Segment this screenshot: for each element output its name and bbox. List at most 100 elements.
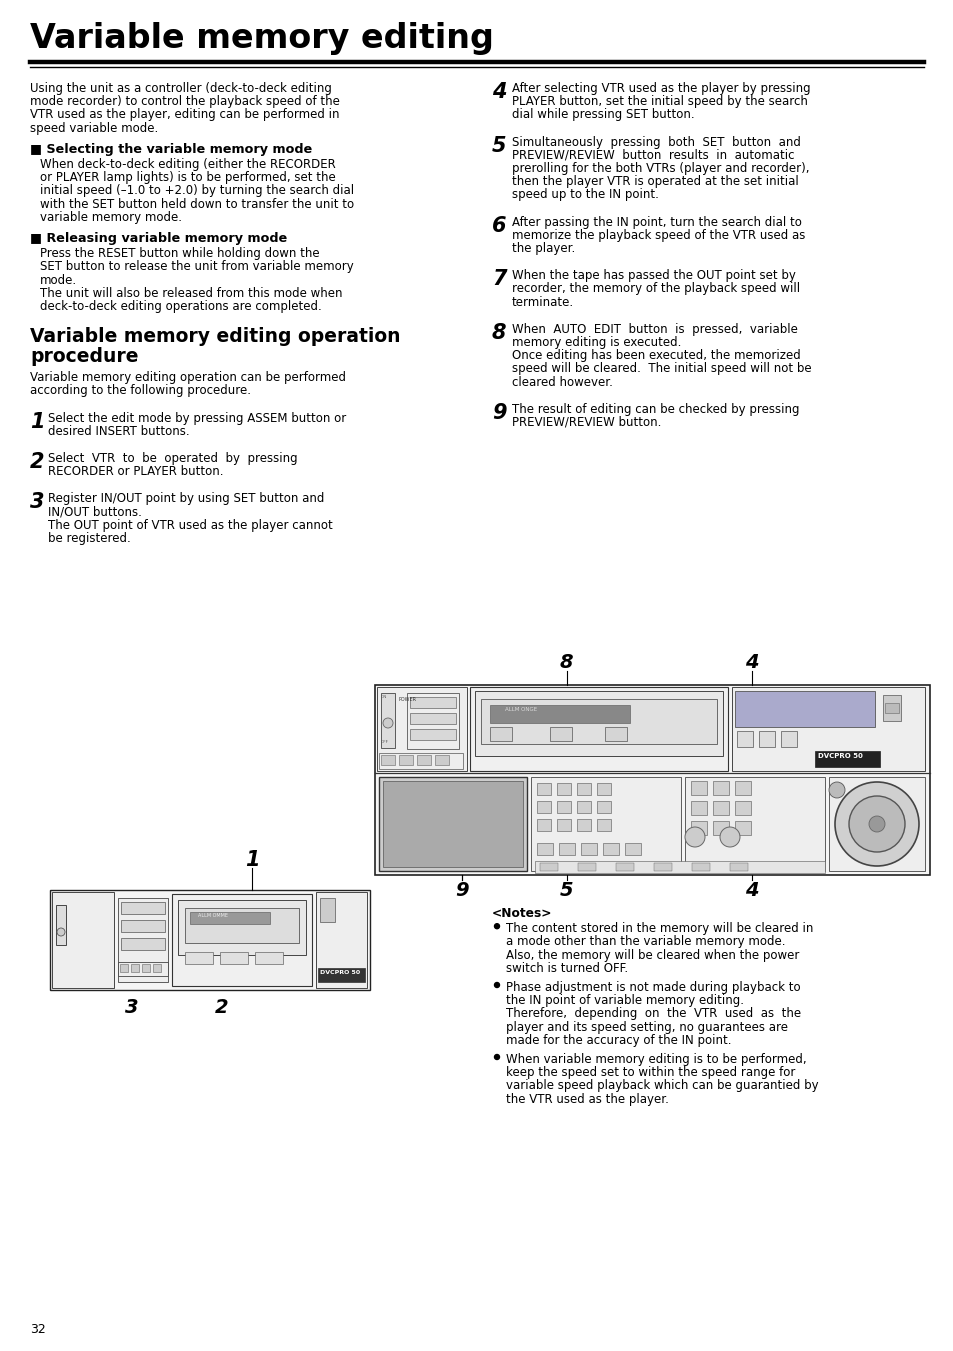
Text: or PLAYER lamp lights) is to be performed, set the: or PLAYER lamp lights) is to be performe… bbox=[40, 172, 335, 184]
Text: OFF: OFF bbox=[380, 740, 389, 744]
Text: the player.: the player. bbox=[512, 242, 575, 255]
Text: a mode other than the variable memory mode.: a mode other than the variable memory mo… bbox=[505, 935, 784, 948]
Circle shape bbox=[848, 796, 904, 852]
Text: 6: 6 bbox=[492, 216, 506, 235]
Text: VTR used as the player, editing can be performed in: VTR used as the player, editing can be p… bbox=[30, 108, 339, 122]
Text: ■ Selecting the variable memory mode: ■ Selecting the variable memory mode bbox=[30, 143, 312, 155]
Bar bbox=[558, 843, 575, 855]
Text: Variable memory editing operation can be performed: Variable memory editing operation can be… bbox=[30, 372, 346, 384]
Bar bbox=[152, 965, 161, 971]
Bar bbox=[410, 697, 456, 708]
Bar bbox=[50, 890, 370, 990]
Bar bbox=[578, 863, 596, 871]
Circle shape bbox=[494, 982, 499, 988]
Text: ALLM OMME: ALLM OMME bbox=[198, 913, 228, 917]
Text: cleared however.: cleared however. bbox=[512, 376, 612, 389]
Text: speed variable mode.: speed variable mode. bbox=[30, 122, 158, 135]
Text: terminate.: terminate. bbox=[512, 296, 574, 308]
Bar bbox=[597, 801, 610, 813]
Text: speed up to the IN point.: speed up to the IN point. bbox=[512, 188, 659, 201]
Bar bbox=[731, 688, 924, 771]
Text: Also, the memory will be cleared when the power: Also, the memory will be cleared when th… bbox=[505, 948, 799, 962]
Text: 8: 8 bbox=[559, 653, 573, 671]
Bar bbox=[172, 894, 312, 986]
Text: When the tape has passed the OUT point set by: When the tape has passed the OUT point s… bbox=[512, 269, 795, 282]
Text: 32: 32 bbox=[30, 1323, 46, 1336]
Text: IN/OUT buttons.: IN/OUT buttons. bbox=[48, 505, 142, 519]
Circle shape bbox=[834, 782, 918, 866]
Text: Once editing has been executed, the memorized: Once editing has been executed, the memo… bbox=[512, 349, 800, 362]
Bar bbox=[577, 784, 590, 794]
Text: Variable memory editing: Variable memory editing bbox=[30, 22, 494, 55]
Text: recorder, the memory of the playback speed will: recorder, the memory of the playback spe… bbox=[512, 282, 800, 296]
Text: variable memory mode.: variable memory mode. bbox=[40, 211, 182, 224]
Text: PREVIEW/REVIEW  button  results  in  automatic: PREVIEW/REVIEW button results in automat… bbox=[512, 149, 794, 162]
Circle shape bbox=[828, 782, 844, 798]
Text: Using the unit as a controller (deck-to-deck editing: Using the unit as a controller (deck-to-… bbox=[30, 82, 332, 95]
Bar bbox=[178, 900, 306, 955]
Text: After passing the IN point, turn the search dial to: After passing the IN point, turn the sea… bbox=[512, 216, 801, 228]
Text: desired INSERT buttons.: desired INSERT buttons. bbox=[48, 424, 190, 438]
Text: Select  VTR  to  be  operated  by  pressing: Select VTR to be operated by pressing bbox=[48, 453, 297, 465]
Bar bbox=[131, 965, 139, 971]
Bar bbox=[597, 784, 610, 794]
Bar bbox=[118, 962, 168, 975]
Text: 2: 2 bbox=[30, 453, 45, 471]
Text: made for the accuracy of the IN point.: made for the accuracy of the IN point. bbox=[505, 1034, 731, 1047]
Bar bbox=[537, 784, 551, 794]
Bar bbox=[121, 902, 165, 915]
Circle shape bbox=[720, 827, 740, 847]
Bar bbox=[121, 920, 165, 932]
Text: deck-to-deck editing operations are completed.: deck-to-deck editing operations are comp… bbox=[40, 300, 321, 313]
Bar bbox=[470, 688, 727, 771]
Bar bbox=[557, 819, 571, 831]
Bar bbox=[734, 781, 750, 794]
Bar bbox=[410, 713, 456, 724]
Bar bbox=[185, 952, 213, 965]
Text: RECORDER or PLAYER button.: RECORDER or PLAYER button. bbox=[48, 465, 223, 478]
Text: 7: 7 bbox=[492, 269, 506, 289]
Text: 4: 4 bbox=[744, 653, 758, 671]
Bar bbox=[828, 777, 924, 871]
Text: PLAYER button, set the initial speed by the search: PLAYER button, set the initial speed by … bbox=[512, 95, 807, 108]
Bar bbox=[120, 965, 128, 971]
Bar bbox=[118, 898, 168, 982]
Text: 9: 9 bbox=[455, 881, 468, 900]
Text: ■ Releasing variable memory mode: ■ Releasing variable memory mode bbox=[30, 232, 287, 245]
Bar bbox=[684, 777, 824, 871]
Text: The unit will also be released from this mode when: The unit will also be released from this… bbox=[40, 286, 342, 300]
Circle shape bbox=[382, 717, 393, 728]
Bar bbox=[712, 821, 728, 835]
Bar bbox=[690, 821, 706, 835]
Bar bbox=[737, 731, 752, 747]
Bar bbox=[319, 898, 335, 921]
Bar bbox=[734, 690, 874, 727]
Text: switch is turned OFF.: switch is turned OFF. bbox=[505, 962, 627, 975]
Bar bbox=[407, 693, 458, 748]
Bar bbox=[712, 801, 728, 815]
Text: speed will be cleared.  The initial speed will not be: speed will be cleared. The initial speed… bbox=[512, 362, 811, 376]
Bar bbox=[602, 843, 618, 855]
Bar bbox=[557, 801, 571, 813]
Bar bbox=[597, 819, 610, 831]
Text: SET button to release the unit from variable memory: SET button to release the unit from vari… bbox=[40, 261, 354, 273]
Bar bbox=[882, 694, 900, 721]
Text: Register IN/OUT point by using SET button and: Register IN/OUT point by using SET butto… bbox=[48, 492, 324, 505]
Text: the VTR used as the player.: the VTR used as the player. bbox=[505, 1093, 668, 1105]
Text: 4: 4 bbox=[492, 82, 506, 101]
Bar bbox=[550, 727, 572, 740]
Text: 3: 3 bbox=[30, 492, 45, 512]
Text: Simultaneously  pressing  both  SET  button  and: Simultaneously pressing both SET button … bbox=[512, 135, 800, 149]
Bar bbox=[690, 801, 706, 815]
Text: keep the speed set to within the speed range for: keep the speed set to within the speed r… bbox=[505, 1066, 795, 1079]
Circle shape bbox=[57, 928, 65, 936]
Text: ON: ON bbox=[380, 694, 387, 698]
Bar bbox=[535, 861, 824, 873]
Bar bbox=[376, 688, 467, 771]
Text: 5: 5 bbox=[559, 881, 573, 900]
Text: Variable memory editing operation: Variable memory editing operation bbox=[30, 327, 400, 346]
Bar bbox=[616, 863, 634, 871]
Text: ALLM ONGE: ALLM ONGE bbox=[504, 707, 537, 712]
Text: with the SET button held down to transfer the unit to: with the SET button held down to transfe… bbox=[40, 197, 354, 211]
Text: DVCPRO 50: DVCPRO 50 bbox=[817, 753, 862, 759]
